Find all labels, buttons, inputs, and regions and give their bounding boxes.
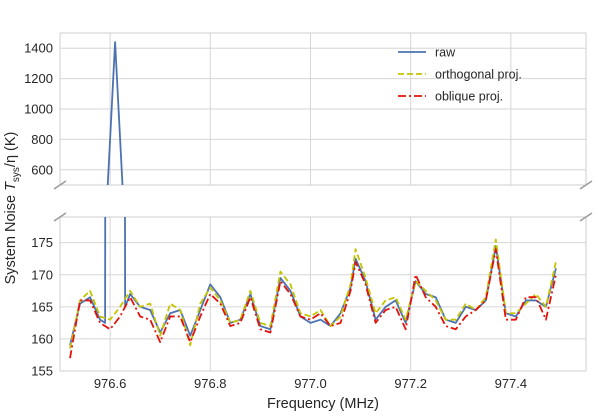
y-axis-label-prefix: System Noise (3, 195, 19, 284)
axis-break-mark (53, 180, 67, 190)
y-axis-label-sub: sys (11, 167, 22, 182)
axis-break-mark (579, 212, 593, 222)
legend-orthogonal-proj-label: orthogonal proj. (435, 68, 522, 82)
y-axis-label-suffix: /η (K) (3, 132, 19, 167)
bottom-y-tick-label: 165 (31, 299, 53, 314)
axes-frames (59, 32, 587, 372)
series-layer (69, 41, 557, 359)
top-y-tick-label: 1400 (24, 41, 53, 56)
top-y-tick-label: 1000 (24, 102, 53, 117)
top-y-tick-label: 1200 (24, 71, 53, 86)
x-tick-label: 977.0 (294, 376, 327, 391)
axis-break-mark (53, 212, 67, 222)
series-orthogonal-proj-line-bottom (69, 238, 557, 349)
x-tick-label: 976.6 (94, 376, 127, 391)
x-tick-label: 977.4 (495, 376, 528, 391)
y-axis-label: System Noise Tsys/η (K) (3, 132, 22, 285)
bottom-y-tick-label: 155 (31, 364, 53, 379)
axis-break-marks (53, 180, 593, 222)
top-panel-frame (59, 32, 587, 186)
x-tick-label: 977.2 (394, 376, 427, 391)
tick-labels: 600 800 1000 1200 1400 155 160 165 170 175 976.6 97… (24, 41, 527, 391)
x-tick-label: 976.8 (194, 376, 227, 391)
y-axis-label-var: T (3, 181, 19, 191)
bottom-y-tick-label: 170 (31, 267, 53, 282)
top-y-tick-label: 600 (31, 162, 53, 177)
axis-break-mark (579, 180, 593, 190)
grid (60, 33, 586, 372)
bottom-y-tick-label: 175 (31, 235, 53, 250)
legend: raw orthogonal proj. oblique proj. (398, 46, 522, 104)
bottom-y-tick-label: 160 (31, 331, 53, 346)
legend-raw-label: raw (435, 46, 456, 60)
series-oblique-proj-line-bottom (69, 248, 557, 359)
legend-oblique-proj-label: oblique proj. (435, 90, 503, 104)
x-axis-label: Frequency (MHz) (267, 396, 379, 412)
top-y-tick-label: 800 (31, 132, 53, 147)
bottom-panel-frame (59, 216, 587, 372)
